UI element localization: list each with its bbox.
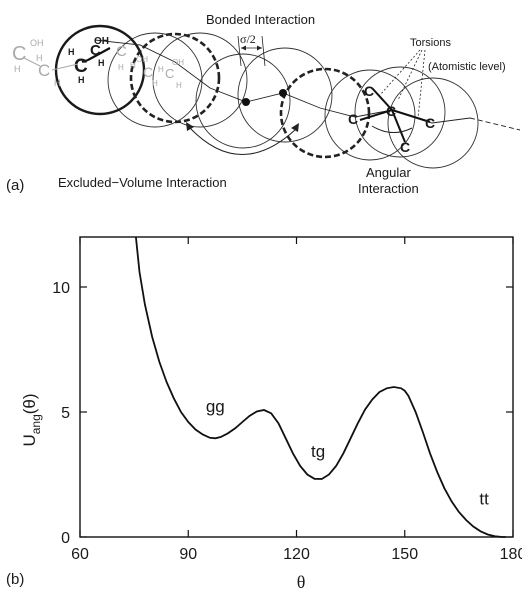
panel-a-label: (a) <box>6 177 24 194</box>
hydrogen-atom: H <box>158 65 164 74</box>
bead-circle <box>152 32 248 128</box>
torsions-label: Torsions <box>410 37 451 49</box>
y-label-arg: (θ) <box>20 393 39 414</box>
carbon-atom: C <box>12 43 26 65</box>
faded-atoms-right: C C C OH OH H H H H H <box>116 43 184 90</box>
bead-circle <box>387 77 479 169</box>
torsion-pointers <box>379 49 426 119</box>
carbon-atom: C <box>364 83 374 99</box>
hydrogen-atom: H <box>130 61 136 70</box>
atomistic-level-label: (Atomistic level) <box>428 61 506 73</box>
sigma-tick-left <box>237 35 242 67</box>
x-tick-label: 60 <box>71 546 89 563</box>
sigma-label: σ/2 <box>240 32 256 46</box>
x-tick-label: 180 <box>500 546 522 563</box>
hydrogen-atom: H <box>14 64 21 74</box>
y-axis-label: Uang(θ) <box>20 393 43 446</box>
hydrogen-atom: H <box>176 81 182 90</box>
angular-arc <box>371 125 413 133</box>
hydroxyl-group: OH <box>94 36 109 47</box>
chart-axes <box>79 236 514 538</box>
hydroxyl-group: OH <box>30 38 44 48</box>
bead-circle <box>324 69 416 161</box>
bead-circle <box>354 66 446 158</box>
y-label-main: U <box>20 434 39 446</box>
hydrogen-atom: H <box>78 75 85 85</box>
diagram-panel-a: Bonded Interaction σ/2 Excluded−Volume I… <box>6 12 521 196</box>
hydroxyl-group: OH <box>172 58 184 67</box>
excluded-arrowhead-right <box>291 123 299 132</box>
hydrogen-atom: H <box>98 58 105 68</box>
panel-b-label: (b) <box>6 571 24 588</box>
x-tick-label: 120 <box>283 546 310 563</box>
chart-annotations: gg tg tt <box>206 397 489 509</box>
hydrogen-atom: H <box>36 53 43 63</box>
atomistic-bonds-right <box>359 87 431 143</box>
hydrogen-atom: H <box>152 79 158 88</box>
carbon-atom: C <box>348 111 358 127</box>
angular-label-2: Interaction <box>358 181 419 196</box>
carbon-atom: C <box>116 43 127 60</box>
chart-ticks: 60 90 120 150 180 0 5 10 <box>52 237 522 563</box>
y-tick-label: 5 <box>61 405 70 422</box>
carbon-atom: C <box>425 115 435 131</box>
excluded-volume-arrow <box>189 127 296 155</box>
carbon-atom: C <box>386 103 396 119</box>
hydrogen-atom: H <box>118 63 124 72</box>
backbone-dashed-end <box>469 117 521 131</box>
sigma-arrowhead-right <box>257 45 262 51</box>
y-tick-label: 0 <box>61 530 70 547</box>
hydrogen-atom: H <box>54 78 61 88</box>
faded-atoms-left: C C OH H H H <box>12 38 79 88</box>
svg-text:Uang(θ): Uang(θ) <box>20 393 43 446</box>
x-axis-label: θ <box>297 572 306 592</box>
dashed-bead <box>279 67 371 159</box>
bead-circles <box>107 32 479 169</box>
angular-label-1: Angular <box>366 165 411 180</box>
bond-node <box>279 89 287 97</box>
potential-curve <box>135 236 506 538</box>
y-tick-label: 10 <box>52 280 70 297</box>
carbon-atom: C <box>143 64 153 80</box>
bead-circle <box>107 32 203 128</box>
bond-node <box>242 98 250 106</box>
hydrogen-atom: H <box>68 47 75 57</box>
hydroxyl-group: OH <box>136 55 148 64</box>
carbon-atom: C <box>165 66 174 81</box>
curve-annotation: tt <box>479 490 489 509</box>
sigma-arrowhead-left <box>241 45 246 51</box>
carbon-atom: C <box>38 61 50 80</box>
carbon-atom: C <box>400 139 410 155</box>
curve-annotation: gg <box>206 397 225 416</box>
y-label-sub: ang <box>29 414 43 434</box>
x-tick-label: 90 <box>179 546 197 563</box>
dashed-bead <box>129 32 221 124</box>
x-tick-label: 150 <box>391 546 418 563</box>
excluded-volume-beads <box>129 32 371 159</box>
reference-bead <box>54 24 146 116</box>
carbon-atom: C <box>74 56 88 77</box>
bead-circle <box>237 47 333 143</box>
sigma-tick-right <box>261 35 266 67</box>
excluded-volume-label: Excluded−Volume Interaction <box>58 175 227 190</box>
curve-annotation: tg <box>311 442 325 461</box>
carbon-atom: C <box>90 42 101 59</box>
bonded-interaction-label: Bonded Interaction <box>206 12 315 27</box>
excluded-arrowhead-left <box>186 122 194 131</box>
atomistic-bonds-left <box>81 47 111 64</box>
bead-circle <box>195 53 291 149</box>
plot-frame <box>79 236 514 538</box>
